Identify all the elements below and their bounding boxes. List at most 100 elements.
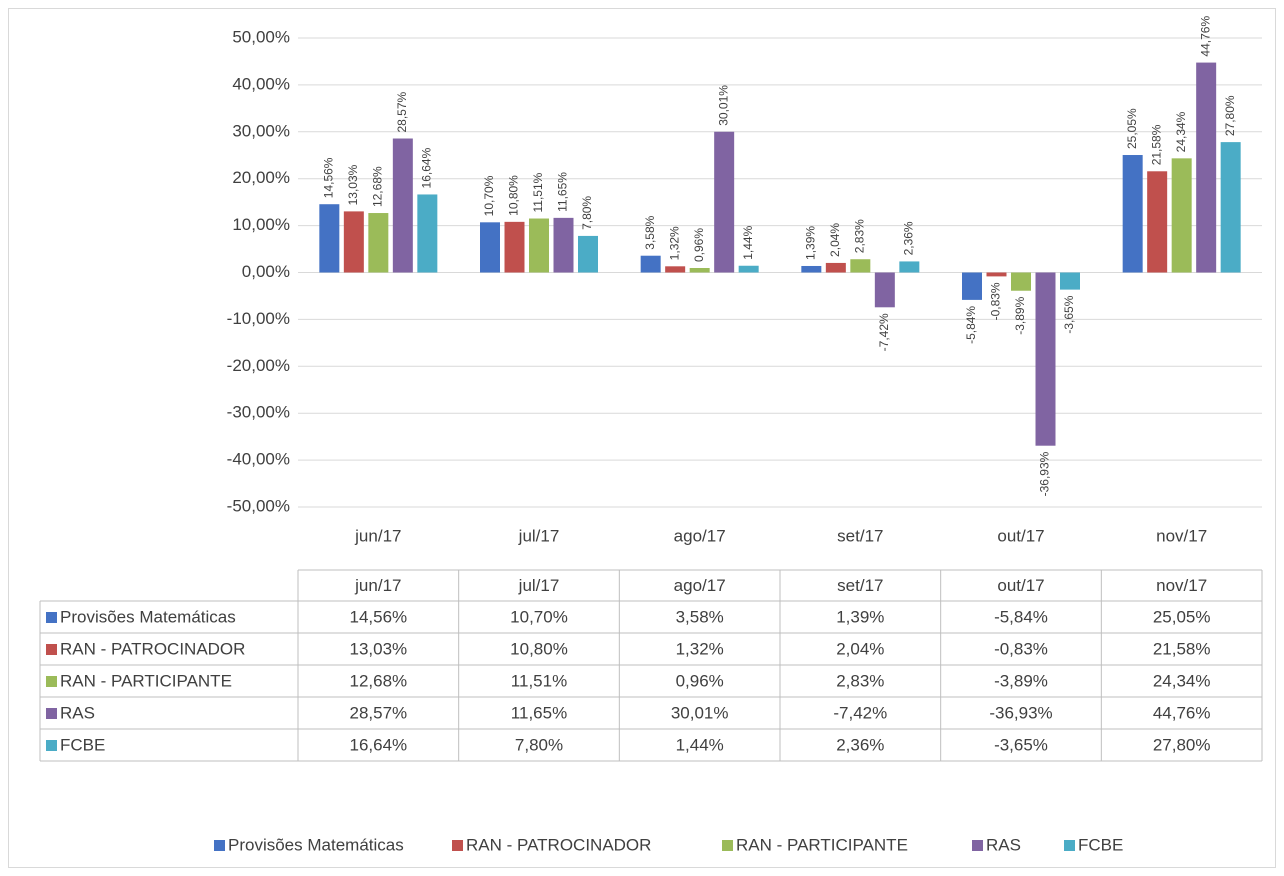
table-row-label: RAN - PARTICIPANTE — [60, 671, 232, 690]
bar — [1147, 171, 1168, 273]
table-cell: -36,93% — [989, 703, 1052, 722]
value-label: 1,32% — [667, 226, 681, 260]
table-cell: 10,70% — [510, 607, 568, 626]
table-cell: 11,51% — [511, 671, 567, 690]
bar — [738, 265, 759, 273]
table-cell: 7,80% — [515, 735, 563, 754]
value-label: 0,96% — [692, 228, 706, 262]
value-label: 25,05% — [1125, 108, 1139, 149]
bar — [319, 204, 340, 273]
table-cell: -5,84% — [994, 607, 1048, 626]
value-label: 2,36% — [902, 221, 916, 255]
y-tick-label: -40,00% — [227, 450, 290, 469]
bar — [1035, 272, 1056, 446]
bar — [801, 265, 822, 273]
bar — [504, 221, 525, 273]
table-cell: 11,65% — [511, 703, 567, 722]
table-cell: 1,32% — [676, 639, 724, 658]
table-row-label: Provisões Matemáticas — [60, 607, 236, 626]
table-cell: -7,42% — [833, 703, 887, 722]
table-cell: 1,39% — [836, 607, 884, 626]
bar — [689, 267, 710, 273]
legend-label: Provisões Matemáticas — [228, 835, 404, 854]
bar — [962, 272, 982, 300]
bar — [417, 194, 438, 273]
value-label: 12,68% — [371, 166, 385, 207]
bar — [714, 131, 735, 273]
table-header: jul/17 — [518, 576, 560, 595]
legend-key — [214, 840, 225, 851]
table-header: ago/17 — [674, 576, 726, 595]
table-row-label: RAS — [60, 703, 95, 722]
value-label: 2,04% — [828, 223, 842, 257]
value-label: 10,70% — [482, 175, 496, 216]
y-tick-label: 10,00% — [232, 215, 290, 234]
value-label: 44,76% — [1198, 16, 1212, 57]
value-label: 1,44% — [741, 225, 755, 259]
bar — [1122, 155, 1143, 273]
value-label: 14,56% — [322, 157, 336, 198]
value-label: -0,83% — [989, 282, 1003, 320]
table-cell: -3,65% — [994, 735, 1048, 754]
legend-label: RAN - PATROCINADOR — [466, 835, 651, 854]
value-label: 11,51% — [531, 172, 545, 212]
table-legend-key — [46, 708, 57, 719]
value-label: 16,64% — [420, 147, 434, 188]
table-cell: 1,44% — [676, 735, 724, 754]
value-label: 27,80% — [1223, 95, 1237, 136]
bar — [392, 138, 413, 273]
value-label: 30,01% — [716, 85, 730, 126]
bar — [368, 213, 389, 273]
y-tick-label: 0,00% — [242, 262, 290, 281]
legend-key — [722, 840, 733, 851]
x-tick-label: nov/17 — [1156, 526, 1207, 545]
table-header: jun/17 — [354, 576, 401, 595]
bar — [825, 262, 846, 273]
table-cell: 3,58% — [676, 607, 724, 626]
table-cell: 2,04% — [836, 639, 884, 658]
value-label: 2,83% — [853, 219, 867, 253]
table-cell: 24,34% — [1153, 671, 1211, 690]
y-tick-label: 50,00% — [232, 27, 290, 46]
legend-key — [972, 840, 983, 851]
bar — [874, 272, 895, 308]
bar — [1196, 62, 1217, 273]
table-cell: 44,76% — [1153, 703, 1211, 722]
value-label: 13,03% — [346, 164, 360, 205]
bar — [899, 261, 920, 273]
table-cell: 21,58% — [1153, 639, 1211, 658]
y-tick-label: -50,00% — [227, 496, 290, 515]
y-tick-label: -20,00% — [227, 356, 290, 375]
value-label: 3,58% — [643, 215, 657, 249]
value-label: -36,93% — [1038, 451, 1052, 496]
table-legend-key — [46, 676, 57, 687]
table-cell: 0,96% — [676, 671, 724, 690]
x-tick-label: out/17 — [997, 526, 1044, 545]
table-row-label: FCBE — [60, 735, 105, 754]
value-label: 7,80% — [580, 196, 594, 230]
value-label: 28,57% — [395, 91, 409, 132]
value-label: 11,65% — [556, 172, 570, 212]
table-cell: 12,68% — [349, 671, 407, 690]
legend-label: RAN - PARTICIPANTE — [736, 835, 908, 854]
bar — [640, 255, 661, 273]
bar — [480, 222, 500, 273]
bar — [1220, 142, 1241, 273]
y-tick-label: -10,00% — [227, 309, 290, 328]
legend-key — [452, 840, 463, 851]
value-label: 24,34% — [1174, 111, 1188, 152]
bar — [986, 272, 1007, 277]
table-row-label: RAN - PATROCINADOR — [60, 639, 245, 658]
table-cell: 16,64% — [349, 735, 407, 754]
x-tick-label: ago/17 — [674, 526, 726, 545]
value-label: 10,80% — [507, 175, 521, 216]
table-cell: 2,36% — [836, 735, 884, 754]
y-tick-label: 30,00% — [232, 121, 290, 140]
table-legend-key — [46, 612, 57, 623]
bar — [1060, 272, 1080, 290]
table-cell: 2,83% — [836, 671, 884, 690]
y-tick-label: 20,00% — [232, 168, 290, 187]
bar — [529, 218, 549, 273]
bar — [850, 259, 871, 273]
